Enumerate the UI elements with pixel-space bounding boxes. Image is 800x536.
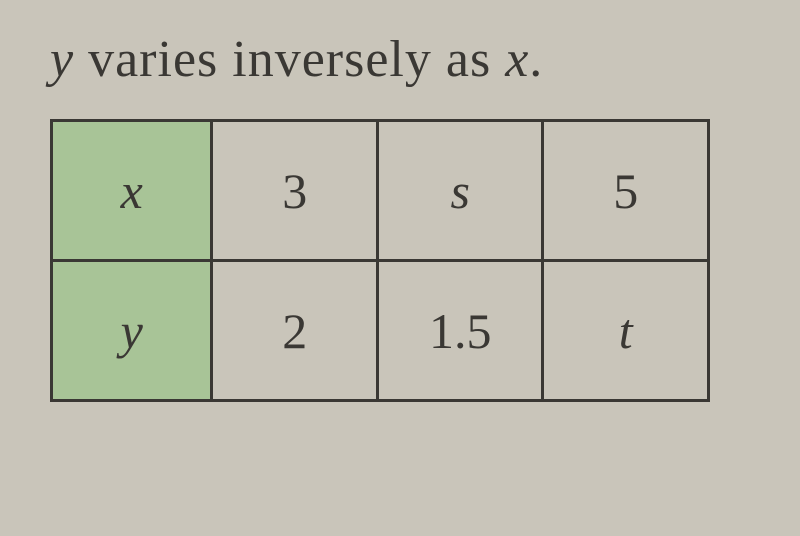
statement-text-1: varies inversely as	[74, 31, 505, 88]
row-header-x: x	[52, 121, 212, 261]
table-cell: 3	[212, 121, 378, 261]
table-row: x 3 s 5	[52, 121, 709, 261]
table-cell: 2	[212, 261, 378, 401]
variable-x: x	[505, 31, 529, 88]
table-cell: s	[377, 121, 543, 261]
table-cell: t	[543, 261, 709, 401]
problem-statement: y varies inversely as x.	[50, 30, 750, 89]
variable-y: y	[50, 31, 74, 88]
table-cell: 5	[543, 121, 709, 261]
table-row: y 2 1.5 t	[52, 261, 709, 401]
table-cell: 1.5	[377, 261, 543, 401]
variation-table: x 3 s 5 y 2 1.5 t	[50, 119, 710, 402]
row-header-y: y	[52, 261, 212, 401]
statement-text-2: .	[529, 31, 543, 88]
